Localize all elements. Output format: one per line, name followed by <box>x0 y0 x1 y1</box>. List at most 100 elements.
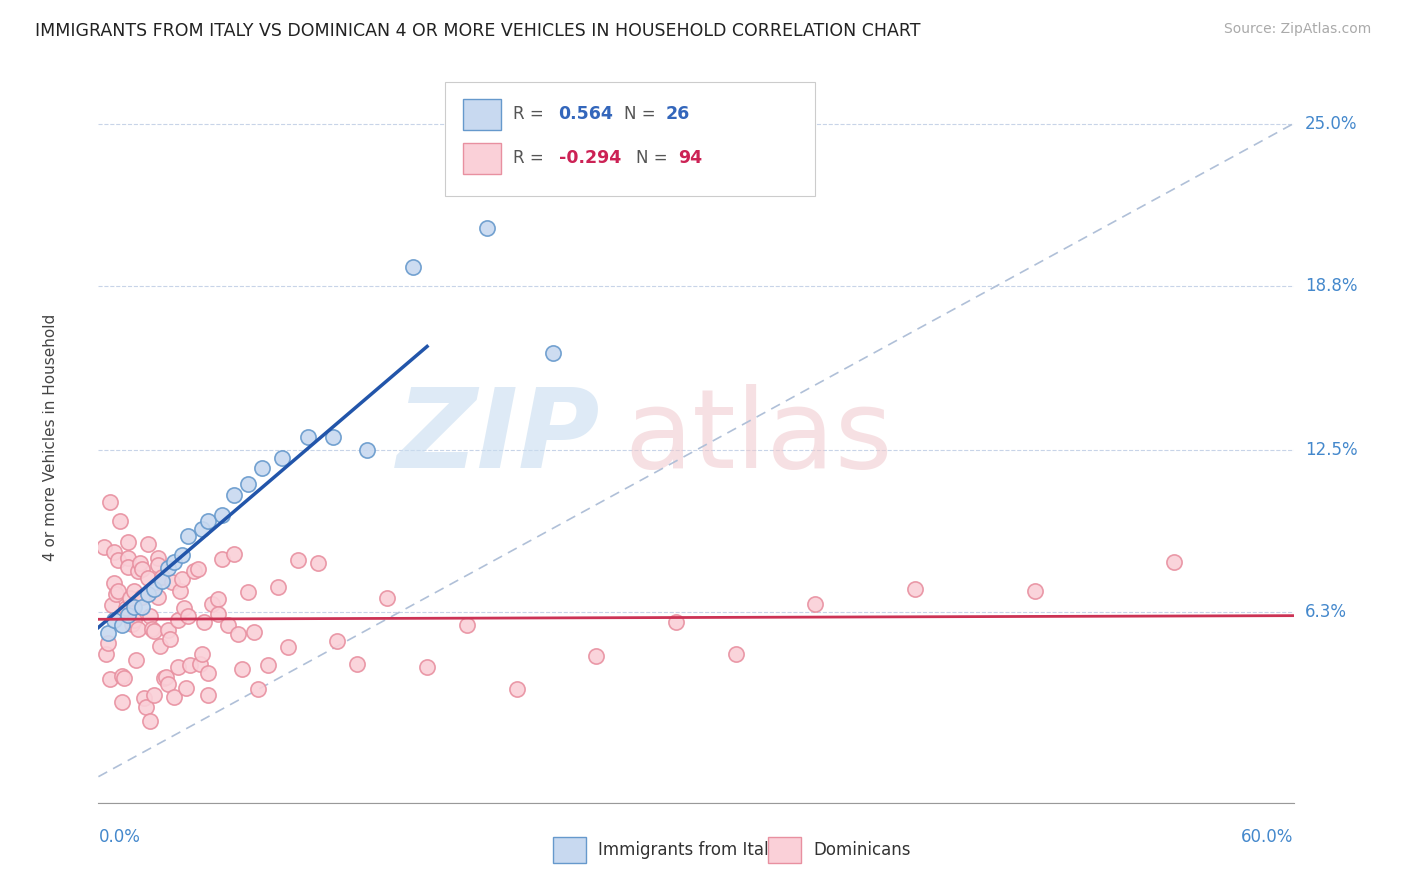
Point <box>135 700 157 714</box>
Point <box>177 609 200 624</box>
Text: 25.0%: 25.0% <box>1305 114 1357 133</box>
Point <box>183 564 205 578</box>
Point <box>201 597 224 611</box>
Point <box>270 450 292 465</box>
Point <box>173 601 195 615</box>
Point <box>217 618 239 632</box>
Point <box>139 609 162 624</box>
Point <box>136 536 159 550</box>
Point <box>143 689 166 703</box>
Point <box>117 551 139 566</box>
Point <box>207 607 229 621</box>
Point <box>541 346 564 360</box>
Point <box>143 582 166 596</box>
Point <box>131 591 153 605</box>
Point <box>804 597 827 611</box>
Point <box>236 584 259 599</box>
Point <box>155 670 177 684</box>
Point <box>124 584 146 599</box>
Point <box>724 648 747 662</box>
Point <box>121 616 143 631</box>
Point <box>191 647 214 661</box>
Point <box>117 559 139 574</box>
Point <box>375 591 398 606</box>
Point <box>277 640 299 654</box>
Point <box>1163 556 1185 570</box>
Point <box>191 521 214 535</box>
Bar <box>463 143 501 174</box>
Text: 12.5%: 12.5% <box>1305 442 1357 459</box>
Point <box>326 633 349 648</box>
Point <box>197 688 219 702</box>
Point <box>211 551 233 566</box>
Point <box>101 598 124 612</box>
Point <box>148 551 170 566</box>
Point <box>160 574 183 589</box>
Point <box>143 624 166 638</box>
Point <box>207 592 229 607</box>
Text: IMMIGRANTS FROM ITALY VS DOMINICAN 4 OR MORE VEHICLES IN HOUSEHOLD CORRELATION C: IMMIGRANTS FROM ITALY VS DOMINICAN 4 OR … <box>35 22 921 40</box>
Point <box>153 671 176 685</box>
Text: 94: 94 <box>678 149 702 167</box>
Text: -0.294: -0.294 <box>558 149 621 167</box>
Text: Immigrants from Italy: Immigrants from Italy <box>598 841 779 859</box>
Point <box>124 599 146 614</box>
Point <box>1024 583 1046 598</box>
Text: ZIP: ZIP <box>396 384 600 491</box>
Point <box>167 613 190 627</box>
Point <box>402 260 425 275</box>
Point <box>356 443 378 458</box>
Text: 0.564: 0.564 <box>558 104 613 123</box>
Text: 0.0%: 0.0% <box>98 828 141 846</box>
Point <box>163 690 186 704</box>
Point <box>246 681 269 696</box>
Point <box>157 623 180 637</box>
Point <box>506 681 529 696</box>
Point <box>322 430 344 444</box>
Point <box>297 430 319 444</box>
Point <box>124 613 146 627</box>
Point <box>111 669 134 683</box>
Bar <box>553 838 586 863</box>
Text: R =: R = <box>513 149 550 167</box>
Text: R =: R = <box>513 104 550 123</box>
Point <box>197 666 219 681</box>
Text: 6.3%: 6.3% <box>1305 603 1347 621</box>
Point <box>115 601 138 615</box>
Point <box>98 495 122 509</box>
Point <box>148 558 170 572</box>
Point <box>134 690 156 705</box>
Point <box>416 660 439 674</box>
Text: Source: ZipAtlas.com: Source: ZipAtlas.com <box>1223 22 1371 37</box>
Text: N =: N = <box>624 104 661 123</box>
Point <box>287 553 309 567</box>
Point <box>97 626 120 640</box>
Point <box>222 547 245 561</box>
Point <box>120 591 142 605</box>
Point <box>125 653 148 667</box>
Point <box>904 582 927 596</box>
Point <box>93 541 115 555</box>
Point <box>103 575 125 590</box>
Point <box>172 548 194 562</box>
Point <box>475 221 498 235</box>
Text: 18.8%: 18.8% <box>1305 277 1357 294</box>
Point <box>250 461 273 475</box>
Point <box>96 647 118 661</box>
Point <box>169 583 191 598</box>
FancyBboxPatch shape <box>446 82 815 195</box>
Point <box>131 562 153 576</box>
Point <box>222 487 245 501</box>
Point <box>117 607 139 622</box>
Text: 60.0%: 60.0% <box>1241 828 1294 846</box>
Point <box>346 657 368 671</box>
Point <box>665 615 688 630</box>
Point <box>117 534 139 549</box>
Point <box>112 671 135 685</box>
Point <box>267 580 290 594</box>
Text: 4 or more Vehicles in Household: 4 or more Vehicles in Household <box>44 313 58 561</box>
Point <box>150 569 173 583</box>
Point <box>236 477 259 491</box>
Point <box>111 695 134 709</box>
Point <box>159 632 181 647</box>
